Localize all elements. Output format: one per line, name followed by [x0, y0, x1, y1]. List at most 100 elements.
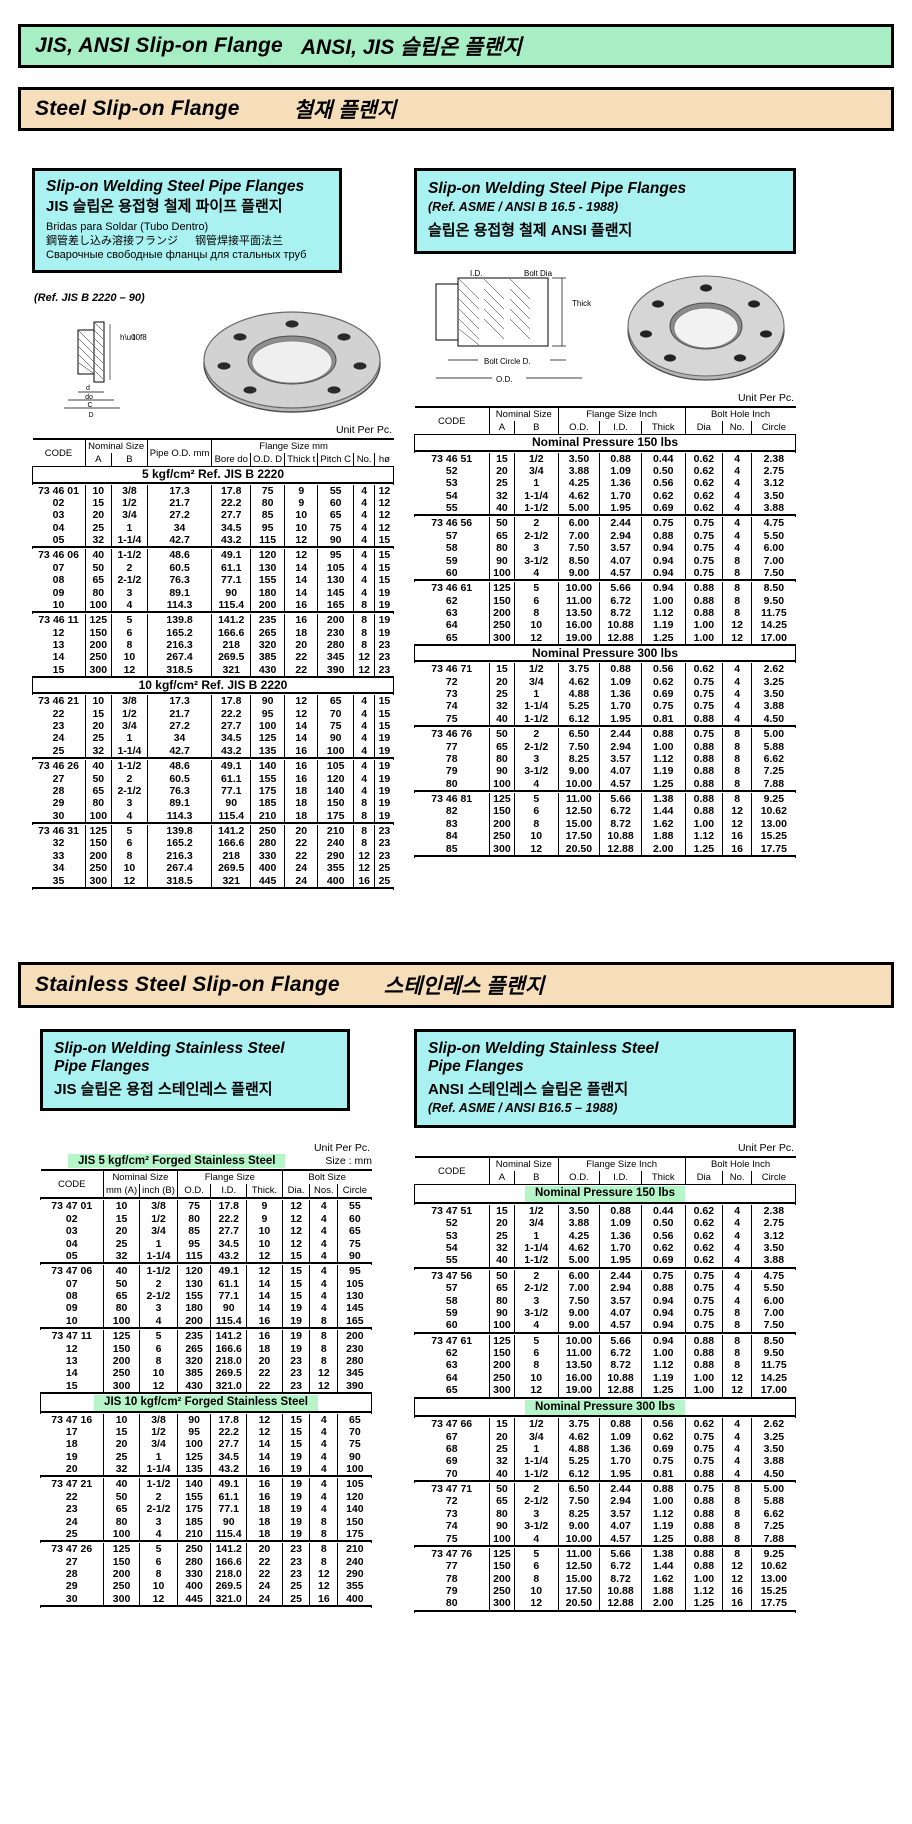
- table-row[interactable]: 73 46 06 40 1-1/2 48.6 49.1 120 12 95 4 15: [32, 549, 394, 562]
- table-row[interactable]: 57 65 2-1/2 7.00 2.94 0.88 0.75 4 5.50: [414, 529, 796, 543]
- table-row[interactable]: 20 32 1-1/4 135 43.2 16 19 4 100: [40, 1463, 372, 1477]
- table-row[interactable]: 67 20 3/4 4.62 1.09 0.62 0.75 4 3.25: [414, 1430, 796, 1443]
- table-row[interactable]: 55 40 1-1/2 5.00 1.95 0.69 0.62 4 3.88: [414, 502, 796, 516]
- table-row[interactable]: 77 65 2-1/2 7.50 2.94 1.00 0.88 8 5.88: [414, 740, 796, 753]
- table-row[interactable]: 63 200 8 13.50 8.72 1.12 0.88 8 11.75: [414, 1359, 796, 1372]
- table-row[interactable]: 85 300 12 20.50 12.88 2.00 1.25 16 17.75: [414, 842, 796, 856]
- table-row[interactable]: 25 32 1-1/4 42.7 43.2 135 16 100 4 19: [32, 744, 394, 759]
- table-row[interactable]: 73 46 81 125 5 11.00 5.66 1.38 0.88 8 9.25: [414, 793, 796, 806]
- table-row[interactable]: 78 80 3 8.25 3.57 1.12 0.88 8 6.62: [414, 752, 796, 766]
- table-row[interactable]: 05 32 1-1/4 115 43.2 12 15 4 90: [40, 1249, 372, 1264]
- table-row[interactable]: 73 80 3 8.25 3.57 1.12 0.88 8 6.62: [414, 1507, 796, 1521]
- table-row[interactable]: 73 47 51 15 1/2 3.50 0.88 0.44 0.62 4 2.38: [414, 1204, 796, 1218]
- table-row[interactable]: 54 32 1-1/4 4.62 1.70 0.62 0.62 4 3.50: [414, 1242, 796, 1255]
- table-row[interactable]: 70 40 1-1/2 6.12 1.95 0.81 0.88 4 4.50: [414, 1467, 796, 1482]
- table-row[interactable]: 73 47 26 125 5 250 141.2 20 23 8 210: [40, 1543, 372, 1556]
- table-row[interactable]: 35 300 12 318.5 321 445 24 400 16 25: [32, 874, 394, 888]
- table-row[interactable]: 05 32 1-1/4 42.7 43.2 115 12 90 4 15: [32, 534, 394, 548]
- table-row[interactable]: 52 20 3/4 3.88 1.09 0.50 0.62 4 2.75: [414, 464, 796, 478]
- table-row[interactable]: 24 25 1 34 34.5 125 14 90 4 19: [32, 732, 394, 745]
- table-row[interactable]: 68 25 1 4.88 1.36 0.69 0.75 4 3.50: [414, 1442, 796, 1456]
- table-row[interactable]: 59 90 3-1/2 8.50 4.07 0.94 0.75 8 7.00: [414, 554, 796, 567]
- table-row[interactable]: 73 47 01 10 3/8 75 17.8 9 12 4 55: [40, 1200, 372, 1213]
- table-row[interactable]: 10 100 4 200 115.4 16 19 8 165: [40, 1314, 372, 1329]
- table-row[interactable]: 79 250 10 17.50 10.88 1.88 1.12 16 15.25: [414, 1585, 796, 1598]
- table-row[interactable]: 24 80 3 185 90 18 19 8 150: [40, 1515, 372, 1528]
- table-row[interactable]: 52 20 3/4 3.88 1.09 0.50 0.62 4 2.75: [414, 1217, 796, 1230]
- table-row[interactable]: 79 90 3-1/2 9.00 4.07 1.19 0.88 8 7.25: [414, 765, 796, 778]
- table-row[interactable]: 80 100 4 10.00 4.57 1.25 0.88 8 7.88: [414, 777, 796, 792]
- table-row[interactable]: 64 250 10 16.00 10.88 1.19 1.00 12 14.25: [414, 619, 796, 632]
- table-row[interactable]: 73 46 01 10 3/8 17.3 17.8 75 9 55 4 12: [32, 484, 394, 497]
- table-row[interactable]: 73 47 76 125 5 11.00 5.66 1.38 0.88 8 9.25: [414, 1547, 796, 1561]
- table-row[interactable]: 55 40 1-1/2 5.00 1.95 0.69 0.62 4 3.88: [414, 1254, 796, 1268]
- table-row[interactable]: 15 300 12 318.5 321 430 22 390 12 23: [32, 663, 394, 678]
- table-row[interactable]: 83 200 8 15.00 8.72 1.62 1.00 12 13.00: [414, 817, 796, 831]
- table-row[interactable]: 13 200 8 320 218.0 20 23 8 280: [40, 1354, 372, 1368]
- table-row[interactable]: 73 47 61 125 5 10.00 5.66 0.94 0.88 8 8.50: [414, 1334, 796, 1348]
- table-row[interactable]: 73 46 26 40 1-1/2 48.6 49.1 140 16 105 4 19: [32, 760, 394, 773]
- table-row[interactable]: 63 200 8 13.50 8.72 1.12 0.88 8 11.75: [414, 607, 796, 620]
- table-row[interactable]: 32 150 6 165.2 166.6 280 22 240 8 23: [32, 837, 394, 850]
- table-row[interactable]: 62 150 6 11.00 6.72 1.00 0.88 8 9.50: [414, 1347, 796, 1360]
- table-row[interactable]: 78 200 8 15.00 8.72 1.62 1.00 12 13.00: [414, 1572, 796, 1586]
- table-row[interactable]: 58 80 3 7.50 3.57 0.94 0.75 4 6.00: [414, 1294, 796, 1307]
- table-row[interactable]: 02 15 1/2 80 22.2 9 12 4 60: [40, 1212, 372, 1226]
- table-row[interactable]: 09 80 3 89.1 90 180 14 145 4 19: [32, 586, 394, 599]
- table-row[interactable]: 08 65 2-1/2 155 77.1 14 15 4 130: [40, 1290, 372, 1303]
- table-row[interactable]: 29 80 3 89.1 90 185 18 150 8 19: [32, 797, 394, 810]
- table-row[interactable]: 73 25 1 4.88 1.36 0.69 0.75 4 3.50: [414, 688, 796, 701]
- table-row[interactable]: 59 90 3-1/2 9.00 4.07 0.94 0.75 8 7.00: [414, 1306, 796, 1320]
- table-row[interactable]: 57 65 2-1/2 7.00 2.94 0.88 0.75 4 5.50: [414, 1282, 796, 1295]
- table-row[interactable]: 18 20 3/4 100 27.7 14 15 4 75: [40, 1438, 372, 1451]
- table-row[interactable]: 73 47 71 50 2 6.50 2.44 0.88 0.75 8 5.00: [414, 1483, 796, 1496]
- table-row[interactable]: 84 250 10 17.50 10.88 1.88 1.12 16 15.25: [414, 830, 796, 843]
- table-row[interactable]: 65 300 12 19.00 12.88 1.25 1.00 12 17.00: [414, 631, 796, 646]
- table-row[interactable]: 14 250 10 267.4 269.5 385 22 345 12 23: [32, 651, 394, 664]
- table-row[interactable]: 73 47 56 50 2 6.00 2.44 0.75 0.75 4 4.75: [414, 1269, 796, 1283]
- table-row[interactable]: 02 15 1/2 21.7 22.2 80 9 60 4 12: [32, 496, 394, 510]
- table-row[interactable]: 62 150 6 11.00 6.72 1.00 0.88 8 9.50: [414, 594, 796, 608]
- table-row[interactable]: 73 47 66 15 1/2 3.75 0.88 0.56 0.62 4 2.62: [414, 1418, 796, 1431]
- table-row[interactable]: 60 100 4 9.00 4.57 0.94 0.75 8 7.50: [414, 566, 796, 581]
- table-row[interactable]: 53 25 1 4.25 1.36 0.56 0.62 4 3.12: [414, 477, 796, 490]
- table-row[interactable]: 15 300 12 430 321.0 22 23 12 390: [40, 1379, 372, 1394]
- table-row[interactable]: 73 47 21 40 1-1/2 140 49.1 16 19 4 105: [40, 1478, 372, 1491]
- table-row[interactable]: 58 80 3 7.50 3.57 0.94 0.75 4 6.00: [414, 542, 796, 555]
- table-row[interactable]: 29 250 10 400 269.5 24 25 12 355: [40, 1580, 372, 1593]
- table-row[interactable]: 73 46 56 50 2 6.00 2.44 0.75 0.75 4 4.75: [414, 517, 796, 530]
- table-row[interactable]: 73 47 06 40 1-1/2 120 49.1 12 15 4 95: [40, 1265, 372, 1278]
- table-row[interactable]: 25 100 4 210 115.4 18 19 8 175: [40, 1527, 372, 1542]
- table-row[interactable]: 04 25 1 34 34.5 95 10 75 4 12: [32, 521, 394, 535]
- table-row[interactable]: 72 65 2-1/2 7.50 2.94 1.00 0.88 8 5.88: [414, 1495, 796, 1508]
- table-row[interactable]: 13 200 8 216.3 218 320 20 280 8 23: [32, 639, 394, 652]
- table-row[interactable]: 73 47 16 10 3/8 90 17.8 12 15 4 65: [40, 1413, 372, 1426]
- table-row[interactable]: 23 65 2-1/2 175 77.1 18 19 4 140: [40, 1503, 372, 1516]
- table-row[interactable]: 08 65 2-1/2 76.3 77.1 155 14 130 4 15: [32, 574, 394, 587]
- table-row[interactable]: 33 200 8 216.3 218 330 22 290 12 23: [32, 849, 394, 863]
- table-row[interactable]: 03 20 3/4 27.2 27.7 85 10 65 4 12: [32, 509, 394, 522]
- table-row[interactable]: 28 200 8 330 218.0 22 23 12 290: [40, 1568, 372, 1581]
- table-row[interactable]: 73 46 21 10 3/8 17.3 17.8 90 12 65 4 15: [32, 695, 394, 708]
- table-row[interactable]: 17 15 1/2 95 22.2 12 15 4 70: [40, 1425, 372, 1439]
- table-row[interactable]: 12 150 6 265 166.6 18 19 8 230: [40, 1342, 372, 1355]
- table-row[interactable]: 19 25 1 125 34.5 14 19 4 90: [40, 1450, 372, 1464]
- table-row[interactable]: 77 150 6 12.50 6.72 1.44 0.88 12 10.62: [414, 1560, 796, 1573]
- table-row[interactable]: 04 25 1 95 34.5 10 12 4 75: [40, 1237, 372, 1250]
- table-row[interactable]: 73 46 76 50 2 6.50 2.44 0.88 0.75 8 5.00: [414, 728, 796, 741]
- table-row[interactable]: 72 20 3/4 4.62 1.09 0.62 0.75 4 3.25: [414, 675, 796, 689]
- table-row[interactable]: 73 46 71 15 1/2 3.75 0.88 0.56 0.62 4 2.62: [414, 663, 796, 676]
- table-row[interactable]: 07 50 2 60.5 61.1 130 14 105 4 15: [32, 561, 394, 575]
- table-row[interactable]: 27 50 2 60.5 61.1 155 16 120 4 19: [32, 772, 394, 785]
- table-row[interactable]: 82 150 6 12.50 6.72 1.44 0.88 12 10.62: [414, 805, 796, 818]
- table-row[interactable]: 23 20 3/4 27.2 27.7 100 14 75 4 15: [32, 720, 394, 733]
- table-row[interactable]: 69 32 1-1/4 5.25 1.70 0.75 0.75 4 3.88: [414, 1455, 796, 1468]
- table-row[interactable]: 30 100 4 114.3 115.4 210 18 175 8 19: [32, 809, 394, 824]
- table-row[interactable]: 73 46 61 125 5 10.00 5.66 0.94 0.88 8 8.50: [414, 582, 796, 595]
- table-row[interactable]: 60 100 4 9.00 4.57 0.94 0.75 8 7.50: [414, 1319, 796, 1333]
- table-row[interactable]: 03 20 3/4 85 27.7 10 12 4 65: [40, 1225, 372, 1238]
- table-row[interactable]: 73 46 11 125 5 139.8 141.2 235 16 200 8 19: [32, 614, 394, 627]
- table-row[interactable]: 54 32 1-1/4 4.62 1.70 0.62 0.62 4 3.50: [414, 489, 796, 503]
- table-row[interactable]: 09 80 3 180 90 14 19 4 145: [40, 1302, 372, 1315]
- table-row[interactable]: 07 50 2 130 61.1 14 15 4 105: [40, 1277, 372, 1291]
